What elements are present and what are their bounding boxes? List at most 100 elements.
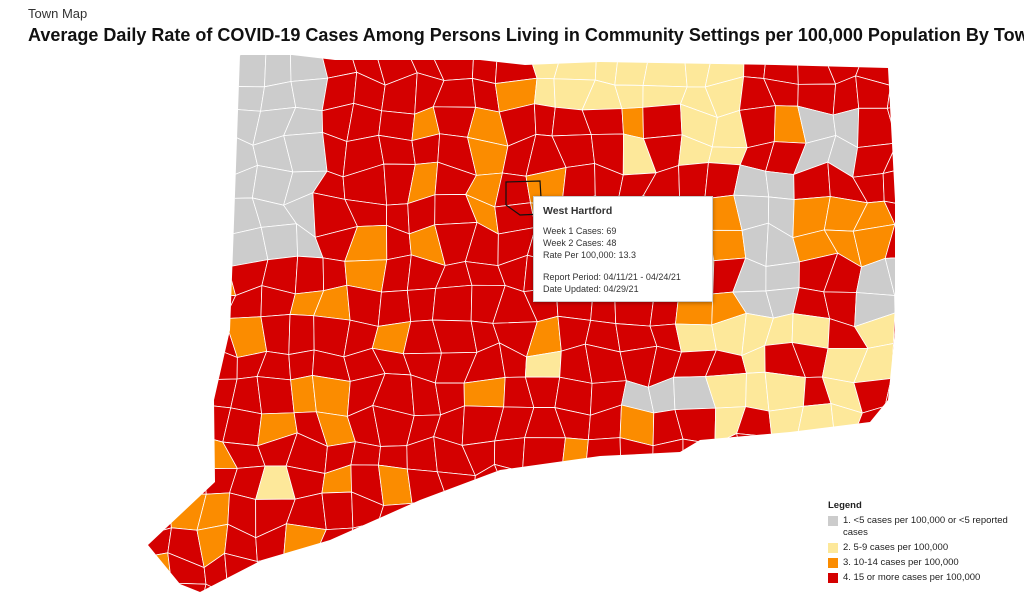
town[interactable] — [912, 316, 951, 354]
town[interactable] — [502, 525, 528, 568]
town[interactable] — [135, 378, 169, 413]
town[interactable] — [553, 44, 598, 81]
town[interactable] — [704, 586, 741, 612]
town[interactable] — [890, 343, 923, 382]
town[interactable] — [227, 584, 268, 612]
town[interactable] — [132, 43, 168, 85]
town[interactable] — [587, 522, 623, 561]
town[interactable] — [377, 502, 413, 532]
town[interactable] — [736, 433, 777, 478]
town[interactable] — [676, 530, 708, 560]
town[interactable] — [916, 137, 953, 165]
town[interactable] — [561, 437, 589, 474]
town[interactable] — [584, 493, 624, 535]
town[interactable] — [642, 49, 688, 88]
town[interactable] — [682, 438, 716, 478]
town[interactable] — [533, 103, 556, 137]
town[interactable] — [522, 561, 565, 592]
town[interactable] — [912, 282, 942, 320]
town[interactable] — [888, 46, 922, 87]
town[interactable] — [642, 468, 684, 497]
town[interactable] — [350, 441, 381, 466]
town[interactable] — [882, 404, 922, 438]
town[interactable] — [433, 496, 477, 536]
town[interactable] — [256, 376, 295, 415]
town[interactable] — [321, 491, 354, 531]
town[interactable] — [914, 75, 955, 108]
town[interactable] — [133, 111, 171, 141]
town[interactable] — [167, 465, 207, 495]
town[interactable] — [143, 465, 170, 507]
town[interactable] — [707, 229, 747, 262]
town[interactable] — [493, 463, 535, 506]
town[interactable] — [886, 103, 926, 144]
town[interactable] — [472, 495, 508, 530]
town[interactable] — [133, 78, 171, 116]
town[interactable] — [167, 404, 204, 441]
town[interactable] — [884, 223, 922, 259]
town[interactable] — [923, 257, 947, 289]
town[interactable] — [676, 554, 716, 593]
town[interactable] — [379, 584, 411, 612]
town[interactable] — [471, 51, 498, 85]
town[interactable] — [921, 43, 950, 86]
town[interactable] — [771, 565, 809, 592]
town[interactable] — [557, 583, 589, 612]
town[interactable] — [168, 433, 205, 470]
town[interactable] — [533, 77, 556, 108]
town[interactable] — [651, 438, 684, 478]
town[interactable] — [795, 505, 830, 535]
town[interactable] — [705, 469, 746, 498]
town[interactable] — [199, 294, 237, 320]
town[interactable] — [290, 77, 329, 112]
town[interactable] — [463, 376, 506, 408]
town[interactable] — [893, 312, 924, 344]
town[interactable] — [804, 533, 830, 569]
town[interactable] — [163, 83, 206, 116]
town[interactable] — [136, 225, 177, 267]
town[interactable] — [822, 586, 861, 612]
town[interactable] — [919, 405, 957, 439]
town[interactable] — [283, 523, 327, 557]
town[interactable] — [853, 434, 895, 473]
town[interactable] — [288, 349, 315, 381]
town[interactable] — [406, 287, 437, 322]
town[interactable] — [167, 378, 204, 409]
town[interactable] — [164, 194, 202, 231]
town[interactable] — [198, 230, 229, 268]
town[interactable] — [771, 533, 809, 569]
town[interactable] — [771, 436, 806, 478]
town[interactable] — [674, 323, 717, 353]
town[interactable] — [768, 405, 804, 440]
town[interactable] — [615, 533, 658, 568]
town[interactable] — [765, 261, 800, 292]
town[interactable] — [915, 223, 954, 262]
town[interactable] — [526, 504, 567, 530]
town[interactable] — [763, 470, 806, 507]
town[interactable] — [581, 557, 621, 595]
town[interactable] — [290, 374, 317, 414]
town[interactable] — [532, 590, 564, 612]
town[interactable] — [173, 261, 203, 296]
town[interactable] — [522, 525, 565, 565]
town[interactable] — [883, 200, 917, 230]
town[interactable] — [343, 553, 381, 594]
town[interactable] — [584, 437, 622, 479]
town[interactable] — [314, 553, 347, 595]
town[interactable] — [345, 590, 386, 612]
town[interactable] — [737, 565, 774, 592]
town[interactable] — [294, 255, 325, 295]
town[interactable] — [706, 492, 742, 536]
town[interactable] — [231, 45, 267, 88]
town[interactable] — [142, 201, 177, 237]
town[interactable] — [737, 535, 774, 567]
town[interactable] — [167, 342, 202, 381]
town[interactable] — [463, 594, 506, 612]
town[interactable] — [920, 343, 952, 381]
town[interactable] — [650, 530, 678, 568]
town[interactable] — [260, 223, 299, 261]
town[interactable] — [919, 376, 957, 408]
town[interactable] — [502, 495, 535, 530]
town[interactable] — [705, 432, 746, 474]
town[interactable] — [615, 559, 652, 598]
